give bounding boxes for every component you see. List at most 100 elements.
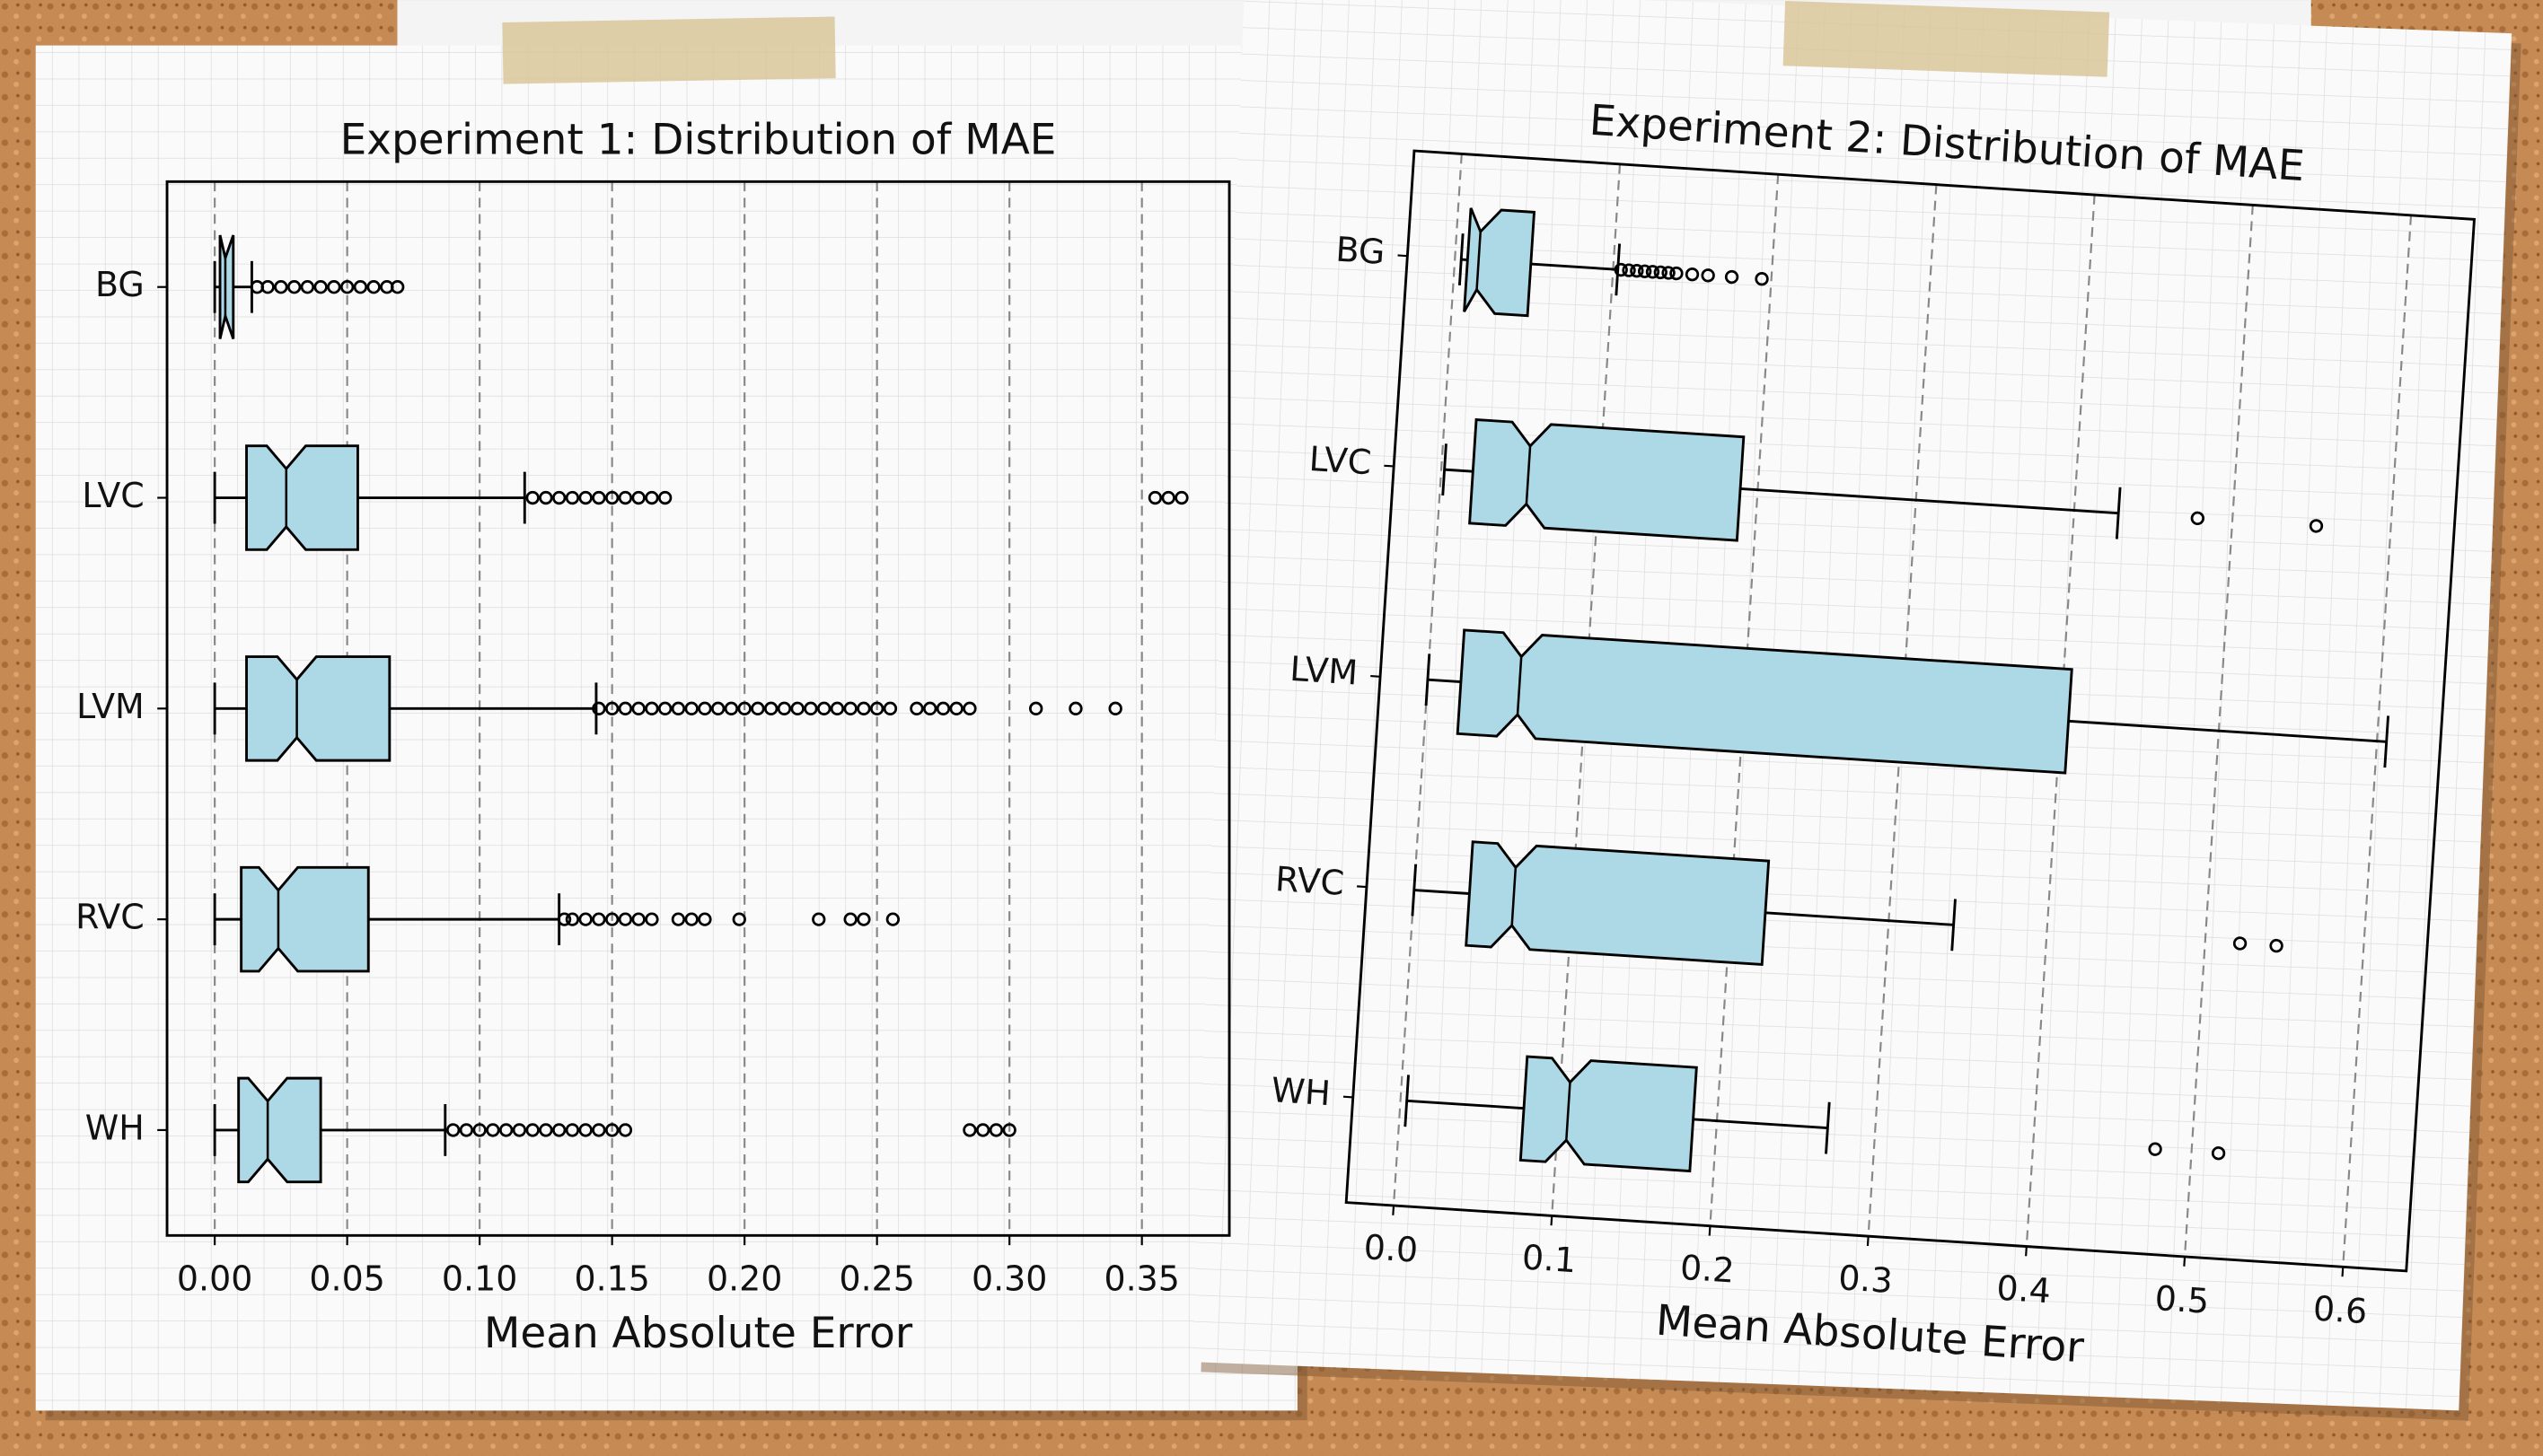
outlier [963, 1123, 977, 1137]
outlier [645, 490, 659, 505]
outlier [459, 1123, 474, 1137]
x-tick [2183, 1256, 2187, 1267]
outlier [618, 701, 633, 716]
cap-low [1403, 1074, 1410, 1127]
chart-title: Experiment 1: Distribution of MAE [340, 115, 1057, 164]
whisker-high [1530, 262, 1618, 271]
outlier [804, 701, 818, 716]
outlier [671, 701, 686, 716]
outlier [327, 280, 341, 294]
outlier [2190, 511, 2204, 526]
x-tick [1708, 1225, 1711, 1236]
x-tick-label: 0.6 [2312, 1288, 2369, 1331]
median [1516, 656, 1523, 715]
outlier [989, 1123, 1004, 1137]
outlier [578, 1123, 593, 1137]
x-tick [2341, 1267, 2345, 1277]
outlier [1701, 268, 1715, 283]
outlier [1685, 268, 1700, 282]
outlier [1148, 490, 1163, 505]
outlier [618, 912, 633, 926]
outlier [857, 701, 871, 716]
y-tick [1342, 1095, 1353, 1099]
outlier [1645, 265, 1660, 279]
cap-high [1825, 1101, 1831, 1154]
outlier [2309, 519, 2324, 533]
whisker-high [1739, 487, 2119, 515]
y-tick-label: RVC [1274, 859, 1345, 903]
outlier [539, 490, 553, 505]
box [245, 444, 359, 551]
outlier [539, 1123, 553, 1137]
y-tick [1384, 464, 1395, 468]
outlier [631, 912, 646, 926]
x-tick-label: 0.5 [2153, 1278, 2210, 1321]
outlier [592, 912, 606, 926]
cap-high [1950, 899, 1957, 952]
outlier [313, 280, 328, 294]
cap-low [1411, 864, 1418, 917]
outlier [1002, 1123, 1016, 1137]
outlier [843, 701, 858, 716]
outlier [604, 912, 620, 926]
outlier [963, 701, 977, 716]
outlier [812, 912, 826, 926]
x-tick [2025, 1246, 2028, 1257]
outlier [830, 701, 845, 716]
outlier [2148, 1142, 2162, 1156]
outlier [1630, 264, 1644, 278]
outlier [512, 1123, 527, 1137]
outlier [710, 701, 726, 716]
outlier [565, 912, 580, 926]
outlier [353, 280, 368, 294]
outlier [1669, 266, 1684, 281]
outlier [698, 701, 712, 716]
outlier [645, 912, 659, 926]
outlier [604, 1123, 620, 1137]
whisker-low [1427, 678, 1462, 684]
plot-frame [165, 180, 1231, 1237]
x-tick-label: 0.25 [839, 1259, 914, 1298]
outlier [843, 912, 858, 926]
chart-1: Experiment 1: Distribution of MAE 0.00 0.0… [75, 115, 1231, 1358]
y-tick-label: LVM [1289, 649, 1359, 693]
y-tick-label: LVC [1308, 439, 1373, 482]
whisker-low [1406, 1099, 1525, 1110]
y-tick [1370, 675, 1381, 678]
box [1468, 417, 1746, 542]
box [240, 865, 370, 973]
outlier [565, 1123, 580, 1137]
outlier [578, 490, 593, 505]
outlier [565, 490, 580, 505]
outlier [949, 701, 964, 716]
outlier [698, 912, 712, 926]
whisker-high [1764, 911, 1954, 926]
outlier [498, 1123, 514, 1137]
outlier [732, 912, 746, 926]
outlier [684, 912, 699, 926]
median [1565, 1082, 1571, 1141]
outlier [737, 701, 752, 716]
x-tick-label: 0.4 [1995, 1268, 2052, 1311]
x-tick-label: 0.05 [309, 1259, 384, 1298]
x-tick-label: 0.20 [707, 1259, 782, 1298]
x-tick [1866, 1236, 1870, 1247]
whisker-low [1413, 889, 1470, 895]
y-tick [1357, 885, 1367, 889]
y-tick-label: BG [1334, 230, 1386, 272]
outlier [657, 490, 673, 505]
cap-low [1424, 653, 1431, 706]
outlier [1029, 701, 1043, 716]
outlier [1175, 490, 1189, 505]
outlier [631, 490, 646, 505]
x-tick-label: 0.15 [574, 1259, 649, 1298]
outlier [472, 1123, 487, 1137]
outlier [869, 701, 884, 716]
box [1465, 840, 1771, 967]
outlier [260, 280, 275, 294]
outlier [1661, 266, 1676, 280]
whisker-high [1693, 1118, 1828, 1130]
outlier [657, 701, 673, 716]
